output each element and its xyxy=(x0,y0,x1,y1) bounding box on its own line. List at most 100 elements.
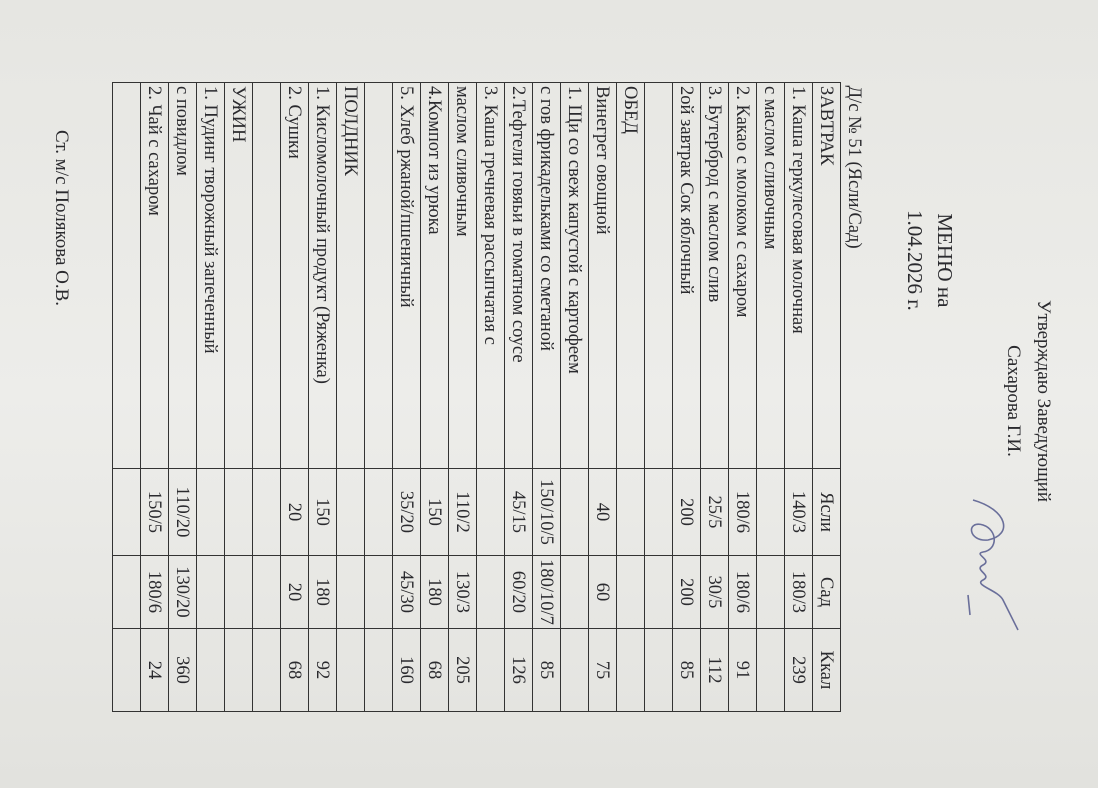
nursery-portion-cell: 45/15 xyxy=(504,468,533,556)
nursery-portion-cell xyxy=(112,468,141,556)
kcal-cell: 85 xyxy=(672,628,701,712)
dish-cell: ПОЛДНИК xyxy=(336,82,365,469)
kindergarten-portion-cell: 180/6 xyxy=(728,555,757,629)
table-row xyxy=(112,82,141,712)
nursery-portion-cell xyxy=(560,468,589,556)
dish-cell: Винегрет овощной xyxy=(588,82,617,469)
nursery-portion-cell: 110/20 xyxy=(168,468,197,556)
kcal-cell: 205 xyxy=(448,628,477,712)
table-row: 2. Какао с молоком с сахаром 180/6 180/6 91 xyxy=(728,82,757,712)
dish-cell: 2. Какао с молоком с сахаром xyxy=(728,82,757,469)
table-title-row: Д/с № 51 (Ясли/Сад) xyxy=(840,82,868,712)
kcal-cell xyxy=(476,628,505,712)
table-row: 1. Кисломолочный продукт (Ряженка) 150 180… xyxy=(308,82,337,712)
nursery-portion-cell: 20 xyxy=(280,468,309,556)
kindergarten-portion-cell: 45/30 xyxy=(392,555,421,629)
nursery-portion-cell: 150 xyxy=(420,468,449,556)
nursery-portion-cell xyxy=(196,468,225,556)
dish-cell: 1. Каша геркулесовая молочная xyxy=(784,82,813,469)
nursery-portion-cell: 180/6 xyxy=(728,468,757,556)
kindergarten-portion-cell: 30/5 xyxy=(700,555,729,629)
table-row: 5. Хлеб ржаной/пшеничный 35/20 45/30 160 xyxy=(392,82,421,712)
nursery-portion-cell xyxy=(364,468,393,556)
nursery-portion-cell: 150/10/5 xyxy=(532,468,561,556)
dish-cell xyxy=(644,82,673,469)
table-row: 2. Сушки 20 20 68 xyxy=(280,82,309,712)
kindergarten-portion-cell xyxy=(252,555,281,629)
nursery-portion-cell xyxy=(756,468,785,556)
table-row: 3. Бутерброд с маслом слив 25/5 30/5 112 xyxy=(700,82,729,712)
dish-cell: 5. Хлеб ржаной/пшеничный xyxy=(392,82,421,469)
table-row: ОБЕД xyxy=(616,82,645,712)
nursery-portion-cell: 150/5 xyxy=(140,468,169,556)
dish-cell: 2ой завтрак Сок яблочный xyxy=(672,82,701,469)
table-row: 4.Компот из урюка 150 180 68 xyxy=(420,82,449,712)
menu-title: МЕНЮ на xyxy=(933,213,957,308)
kindergarten-portion-cell: Сад xyxy=(812,555,841,629)
kcal-cell xyxy=(252,628,281,712)
handwritten-signature xyxy=(967,499,1019,631)
dish-cell: 1. Щи со свеж капустой с картофеем xyxy=(560,82,589,469)
dish-cell: 4.Компот из урюка xyxy=(420,82,449,469)
kcal-cell xyxy=(112,628,141,712)
nursery-portion-cell: 35/20 xyxy=(392,468,421,556)
table-row: с повидлом 110/20 130/20 360 xyxy=(168,82,197,712)
table-row: ЗАВТРАК Ясли Сад Ккал xyxy=(812,82,841,712)
dish-cell xyxy=(112,82,141,469)
kindergarten-portion-cell xyxy=(112,555,141,629)
approver-name: Сахарова Г.И. xyxy=(1003,345,1024,457)
kcal-cell: 92 xyxy=(308,628,337,712)
kindergarten-portion-cell xyxy=(224,555,253,629)
menu-heading: МЕНЮ на 1.04.2026 г. xyxy=(900,210,960,311)
table-row: УЖИН xyxy=(224,82,253,712)
kindergarten-portion-cell xyxy=(336,555,365,629)
kcal-cell xyxy=(644,628,673,712)
approval-block: Утверждаю Заведующий Сахарова Г.И. xyxy=(998,300,1058,502)
kindergarten-portion-cell xyxy=(364,555,393,629)
kcal-cell xyxy=(756,628,785,712)
dish-cell: 2. Чай с сахаром xyxy=(140,82,169,469)
menu-date: 1.04.2026 г. xyxy=(903,210,927,311)
dish-cell xyxy=(364,82,393,469)
kindergarten-portion-cell: 180/10/7 xyxy=(532,555,561,629)
kcal-cell: 160 xyxy=(392,628,421,712)
approval-title: Утверждаю Заведующий xyxy=(1033,300,1054,503)
kcal-cell: 239 xyxy=(784,628,813,712)
kcal-cell xyxy=(560,628,589,712)
nursery-portion-cell xyxy=(476,468,505,556)
table-row: с гов фрикадельками со сметаной 150/10/5 1… xyxy=(532,82,561,712)
dish-cell: ОБЕД xyxy=(616,82,645,469)
table-row: 1. Щи со свеж капустой с картофеем xyxy=(560,82,589,712)
kcal-cell xyxy=(616,628,645,712)
kcal-cell: 91 xyxy=(728,628,757,712)
nurse-signature-line: Ст. м/с Полякова О.В. xyxy=(51,130,72,307)
table-row: 2ой завтрак Сок яблочный 200 200 85 xyxy=(672,82,701,712)
kcal-cell: 126 xyxy=(504,628,533,712)
menu-table: Д/с № 51 (Ясли/Сад) ЗАВТРАК Ясли Сад Ккал 1.… xyxy=(112,82,868,712)
kcal-cell xyxy=(364,628,393,712)
table-row: 2. Чай с сахаром 150/5 180/6 24 xyxy=(140,82,169,712)
nursery-portion-cell xyxy=(336,468,365,556)
dish-cell: 1. Пудинг творожный запеченный xyxy=(196,82,225,469)
nursery-portion-cell: 200 xyxy=(672,468,701,556)
kindergarten-portion-cell xyxy=(476,555,505,629)
kindergarten-portion-cell: 180/6 xyxy=(140,555,169,629)
kindergarten-portion-cell: 20 xyxy=(280,555,309,629)
kcal-cell: 360 xyxy=(168,628,197,712)
dish-cell xyxy=(252,82,281,469)
table-row: 3. Каша гречневая рассыпчатая с xyxy=(476,82,505,712)
nursery-portion-cell xyxy=(252,468,281,556)
table-row: 1. Каша геркулесовая молочная 140/3 180/3 2… xyxy=(784,82,813,712)
kindergarten-portion-cell: 60 xyxy=(588,555,617,629)
dish-cell: 3. Каша гречневая рассыпчатая с xyxy=(476,82,505,469)
dish-cell: 2. Сушки xyxy=(280,82,309,469)
kindergarten-portion-cell: 200 xyxy=(672,555,701,629)
nursery-portion-cell xyxy=(616,468,645,556)
kindergarten-portion-cell: 130/3 xyxy=(448,555,477,629)
nursery-portion-cell: Ясли xyxy=(812,468,841,556)
kcal-cell xyxy=(336,628,365,712)
dish-cell: 2.Тефтели говяьи в томатном соусе xyxy=(504,82,533,469)
table-row xyxy=(364,82,393,712)
kindergarten-portion-cell xyxy=(644,555,673,629)
